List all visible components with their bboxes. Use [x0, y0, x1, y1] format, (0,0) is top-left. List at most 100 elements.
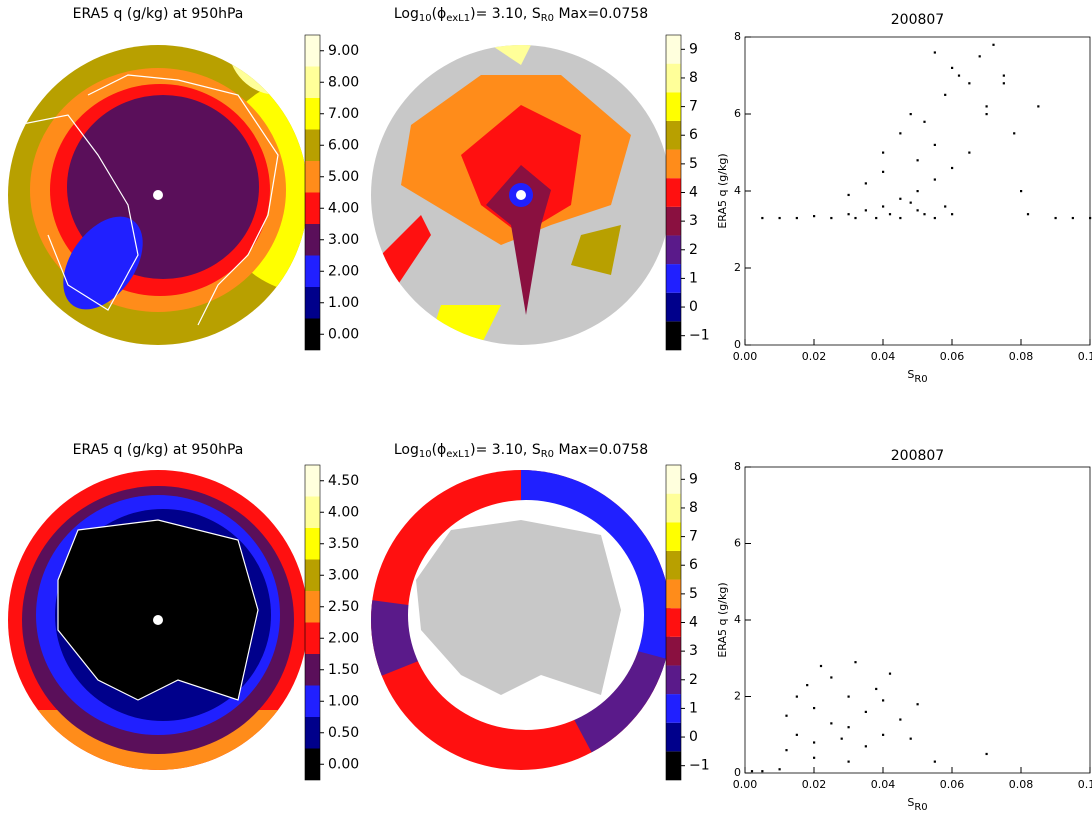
colorbar-bin [305, 318, 320, 350]
y-tick-label: 8 [734, 460, 741, 473]
scatter-point [854, 661, 857, 664]
scatter-point [916, 159, 919, 162]
scatter-point [916, 209, 919, 212]
colorbar-tick-label: 0 [689, 729, 698, 745]
colorbar-bin [666, 92, 681, 121]
scatter-point [957, 74, 961, 77]
scatter-point [847, 760, 850, 763]
x-axis-label: SR0 [907, 368, 927, 385]
map-fill [57, 519, 259, 701]
scatter-point [899, 197, 902, 200]
map-fill [491, 45, 531, 65]
colorbar-bin [305, 98, 320, 130]
colorbar-tick-label: 2.50 [328, 599, 359, 615]
y-tick-label: 6 [734, 107, 741, 120]
scatter-point [1026, 213, 1030, 216]
scatter-point [933, 216, 936, 220]
scatter-point [864, 182, 867, 185]
colorbar-bin [666, 522, 681, 551]
map-title: Log10(ϕexL1)= 3.10, SR0 Max=0.0758 [394, 442, 648, 460]
colorbar-tick-label: 9.00 [328, 43, 359, 59]
map-title-part: (ϕ [432, 6, 447, 22]
scatter-point [785, 714, 788, 717]
colorbar-tick-label: 0.00 [328, 326, 359, 342]
scatter-point [951, 213, 954, 216]
y-tick-label: 8 [734, 30, 741, 43]
colorbar-bin [666, 120, 681, 150]
colorbar-tick-label: 2 [689, 672, 698, 688]
colorbar-frame [304, 464, 321, 781]
scatter-point [909, 201, 912, 204]
colorbar-tick-label: 8 [689, 500, 698, 516]
scatter-point [916, 190, 919, 193]
scatter-point [813, 706, 816, 710]
colorbar-bin [666, 149, 681, 179]
map-title-part: ERA5 q (g/kg) at 950hPa [73, 6, 244, 22]
x-axis-label-part: R0 [914, 374, 927, 385]
pole-dot [516, 190, 526, 200]
colorbar-bin [305, 528, 320, 560]
colorbar-tick-label: 6.00 [328, 137, 359, 153]
pole-dot [153, 615, 163, 625]
scatter-point [985, 113, 988, 116]
colorbar-bin [305, 559, 320, 591]
colorbar-tick-label: −1 [689, 758, 710, 774]
colorbar-bin [305, 717, 320, 749]
scatter-point [1071, 216, 1074, 220]
colorbar-frame [304, 34, 321, 351]
scatter-point [778, 768, 781, 771]
y-axis-label: ERA5 q (g/kg) [716, 582, 729, 657]
colorbar-bin [305, 129, 320, 161]
map-land [416, 520, 621, 695]
scatter-point [847, 695, 850, 698]
map-fill [571, 225, 621, 275]
scatter-point [944, 205, 947, 208]
scatter-point [951, 66, 954, 69]
colorbar-bin [666, 493, 681, 523]
y-tick-label: 0 [734, 338, 741, 351]
scatter-point [951, 166, 954, 170]
colorbar-tick-label: 1.50 [328, 662, 359, 678]
map-title: ERA5 q (g/kg) at 950hPa [73, 442, 244, 458]
pole-dot [153, 190, 163, 200]
colorbar-bin [305, 622, 320, 654]
scatter-point [795, 216, 798, 220]
scatter-point [968, 151, 971, 154]
x-tick-label: 0.04 [871, 778, 896, 791]
scatter-point [909, 113, 912, 116]
map-title-part: R0 [541, 449, 554, 460]
colorbar-bin [666, 550, 681, 580]
scatter-point [854, 216, 857, 220]
scatter-point [888, 672, 892, 675]
colorbar-tick-label: 1.00 [328, 295, 359, 311]
x-axis-label-part: S [907, 368, 914, 381]
x-tick-label: 0.02 [802, 778, 827, 791]
scatter-point [1054, 216, 1057, 220]
colorbar-bin [666, 178, 681, 207]
scatter-point [875, 216, 878, 220]
colorbar-tick-label: 4.50 [328, 473, 359, 489]
scatter-point [847, 193, 850, 197]
scatter-point [864, 710, 867, 713]
scatter-point [933, 760, 936, 763]
colorbar-bin [305, 591, 320, 623]
map-title-part: 10 [419, 13, 432, 24]
colorbar-bin [305, 161, 320, 193]
plot-title: 200807 [891, 12, 944, 28]
x-tick-label: 0.04 [871, 350, 896, 363]
colorbar-bin [666, 264, 681, 293]
scatter-point [1089, 216, 1092, 220]
colorbar-tick-label: 3.50 [328, 536, 359, 552]
y-tick-label: 0 [734, 766, 741, 779]
colorbar-tick-label: 4 [689, 185, 698, 201]
map-title: Log10(ϕexL1)= 3.10, SR0 Max=0.0758 [394, 6, 648, 24]
scatter-point [985, 105, 988, 108]
scatter-point [923, 213, 926, 216]
scatter-point [882, 170, 885, 173]
map-title-part: )= 3.10, S [470, 442, 541, 458]
colorbar-bin [666, 206, 681, 236]
map [8, 45, 308, 345]
colorbar-tick-label: 3.00 [328, 567, 359, 583]
scatter-point [899, 216, 902, 220]
y-tick-label: 2 [734, 690, 741, 703]
